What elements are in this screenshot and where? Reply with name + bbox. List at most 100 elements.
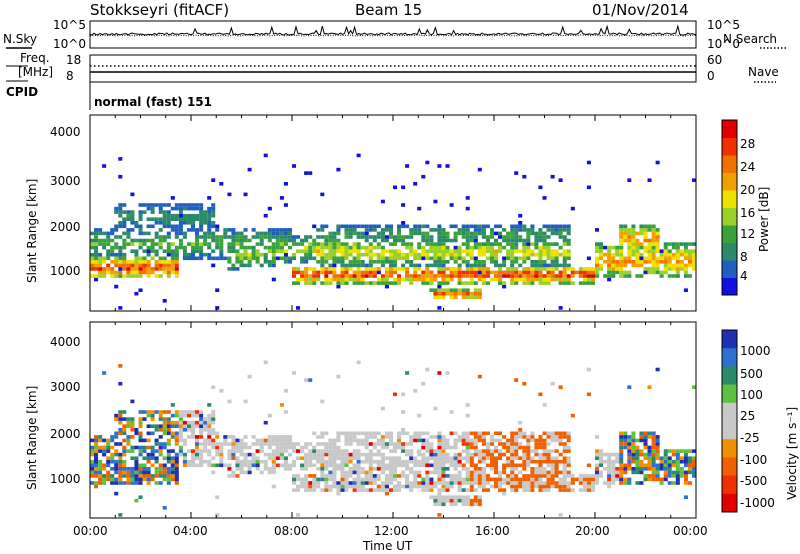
power-cell <box>275 249 280 253</box>
velocity-cell <box>651 452 656 457</box>
velocity-cell <box>421 452 426 457</box>
velocity-cell <box>114 413 119 418</box>
velocity-cell <box>514 463 519 468</box>
power-cell <box>94 277 99 282</box>
power-cell <box>615 252 620 257</box>
velocity-cell <box>267 442 272 446</box>
velocity-cell <box>409 452 414 457</box>
velocity-cell <box>389 474 394 478</box>
power-cell <box>166 249 171 253</box>
velocity-cell <box>300 481 305 485</box>
velocity-cell <box>356 431 361 436</box>
power-cell <box>401 256 406 261</box>
power-cell <box>142 270 147 275</box>
power-cell <box>554 260 559 264</box>
velocity-cell <box>607 481 612 485</box>
power-cell <box>199 210 204 214</box>
velocity-cell <box>110 481 115 485</box>
power-cell <box>683 242 688 246</box>
power-cell <box>142 267 147 271</box>
velocity-cell <box>631 445 636 450</box>
velocity-cell <box>429 484 434 489</box>
power-cell <box>94 231 99 236</box>
power-cell <box>631 235 636 239</box>
velocity-cell <box>195 449 200 453</box>
velocity-cell <box>542 445 547 450</box>
power-cell <box>453 249 458 253</box>
power-cell <box>187 206 192 211</box>
velocity-cell <box>312 488 317 492</box>
velocity-cell <box>429 456 434 460</box>
power-cell <box>405 235 410 239</box>
velocity-cell <box>449 456 454 460</box>
velocity-cell <box>267 470 272 475</box>
velocity-cell <box>449 495 454 499</box>
power-cell <box>275 242 280 246</box>
velocity-cell <box>643 467 648 471</box>
power-cell <box>130 228 135 232</box>
power-cell <box>195 203 200 207</box>
velocity-cell <box>502 445 507 450</box>
power-cell <box>263 213 268 218</box>
velocity-cell <box>231 445 236 450</box>
power-cell <box>170 249 175 253</box>
velocity-cell <box>267 435 272 439</box>
velocity-cell <box>211 428 216 432</box>
velocity-cell <box>586 488 591 492</box>
velocity-cell <box>384 491 389 496</box>
power-cell <box>352 277 357 282</box>
velocity-cell <box>679 474 684 478</box>
velocity-cell <box>368 456 373 460</box>
power-cell <box>356 235 361 239</box>
power-cell <box>627 178 632 182</box>
power-cell <box>118 252 123 257</box>
velocity-cell <box>118 381 123 386</box>
velocity-cell <box>473 435 478 439</box>
velocity-cell <box>417 474 422 478</box>
power-cell <box>534 235 539 239</box>
power-cell <box>320 242 325 246</box>
power-cell <box>267 263 272 268</box>
velocity-cell <box>453 474 458 478</box>
power-cell <box>328 249 333 253</box>
power-cell <box>243 192 248 197</box>
velocity-cell <box>465 477 470 482</box>
velocity-cell <box>562 459 567 464</box>
power-cell <box>582 274 587 278</box>
power-cell <box>566 231 571 236</box>
velocity-cell <box>562 470 567 475</box>
power-cell <box>623 270 628 275</box>
power-cell <box>332 256 337 261</box>
velocity-cell <box>182 442 187 446</box>
velocity-cell <box>94 438 99 443</box>
power-cell <box>393 238 398 243</box>
power-cell <box>336 228 341 232</box>
velocity-cell <box>348 481 353 485</box>
power-cell <box>243 238 248 243</box>
power-cell <box>518 249 523 253</box>
power-cell <box>445 238 450 243</box>
velocity-cell <box>267 445 272 450</box>
power-cell <box>465 238 470 243</box>
power-cell <box>473 245 478 250</box>
velocity-cell <box>546 477 551 482</box>
velocity-cell <box>534 477 539 482</box>
power-cell <box>191 245 196 250</box>
power-cell <box>207 252 212 257</box>
power-cell <box>324 238 329 243</box>
velocity-cell <box>380 484 385 489</box>
velocity-cell <box>332 445 337 450</box>
power-cell <box>182 203 187 207</box>
power-cell <box>304 281 309 285</box>
velocity-cell <box>380 459 385 464</box>
power-cell <box>324 224 329 229</box>
velocity-cell <box>655 438 660 443</box>
power-cell <box>663 252 668 257</box>
power-cell <box>231 245 236 250</box>
velocity-cell <box>146 452 151 457</box>
power-cell <box>465 274 470 278</box>
power-cell <box>300 277 305 282</box>
velocity-cbar-tick-minus500: -500 <box>740 474 768 488</box>
power-cell <box>457 274 462 278</box>
velocity-cell <box>514 445 519 450</box>
